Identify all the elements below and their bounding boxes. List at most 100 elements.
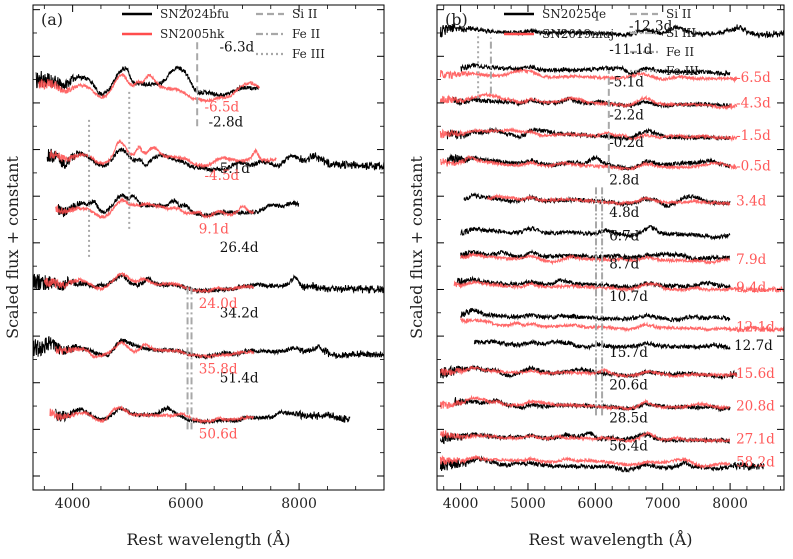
legend-entry: SN2024bfu — [160, 7, 229, 21]
epoch-label: 4.8d — [609, 205, 639, 221]
x-tick-label: 8000 — [281, 496, 317, 512]
epoch-label: 9.1d — [199, 222, 229, 238]
epoch-label: 12.1d — [736, 319, 775, 335]
epoch-label: 6.7d — [609, 229, 639, 245]
epoch-label: 15.7d — [609, 345, 648, 361]
epoch-label: 15.6d — [736, 366, 775, 382]
spectrum-SN2025qe--11.1d — [460, 62, 731, 77]
spectrum-SN2025qe--12.3d — [439, 23, 784, 39]
spectrum-SN2019muj--4.3d — [439, 91, 738, 111]
panel-b-frame — [436, 4, 785, 491]
legend-marker-entry: Si II — [666, 7, 692, 21]
spectrum-SN2025qe-6.7d — [460, 248, 731, 262]
panel-b-xlabel: Rest wavelength (Å) — [529, 529, 693, 549]
epoch-label: 56.4d — [609, 438, 648, 454]
spectrum-SN2025qe--5.1d — [453, 96, 731, 109]
panel-a-epoch-labels: -6.3d -2.8d 5.1d 26.4d 34.2d 51.4d -6.5d -4.5d 9… — [199, 40, 259, 443]
legend-marker-entry: Si II — [292, 7, 318, 21]
legend-marker-entry: Fe II — [666, 45, 694, 59]
epoch-label: 10.7d — [609, 289, 648, 305]
epoch-label: -5.1d — [609, 75, 644, 91]
panel-b-epoch-labels: -12.3d -11.1d -5.1d -2.2d -0.2d 2.8d 4.8d 6.7d 8… — [609, 19, 775, 471]
spectrum-SN2019muj-58.2d — [439, 454, 731, 470]
epoch-label: -2.2d — [609, 107, 644, 123]
spectrum-SN2019muj-27.1d — [439, 430, 731, 444]
panel-a-ticks: 4000 6000 8000 — [33, 5, 385, 512]
epoch-label: 7.9d — [736, 252, 766, 268]
x-tick-label: 4000 — [55, 496, 91, 512]
panel-b-label: (b) — [445, 10, 468, 29]
panel-b-spectra — [439, 23, 784, 474]
legend-entry: SN2019muj — [542, 27, 614, 41]
legend-marker-entry: Si III — [666, 26, 696, 40]
spectrum-SN2005hk-35.8d — [55, 340, 255, 359]
panel-a: 4000 6000 8000 (a) Rest wavelength (Å) Sca… — [3, 4, 385, 549]
spectrum-SN2025qe-28.5d — [439, 431, 730, 445]
panel-a-spectra — [33, 65, 384, 425]
panel-b-line-markers — [477, 32, 610, 416]
x-tick-label: 4000 — [443, 496, 479, 512]
legend-entry: SN2025qe — [542, 7, 606, 21]
spectrum-SN2024bfu--6.3d — [35, 65, 260, 98]
epoch-label: -0.5d — [736, 159, 771, 175]
spectrum-SN2025qe-8.7d — [456, 275, 731, 290]
epoch-label: 34.2d — [220, 306, 259, 322]
spectrum-SN2019muj--1.5d — [439, 127, 738, 143]
spectrum-SN2005hk-9.1d — [55, 197, 255, 220]
epoch-label: -11.1d — [609, 42, 653, 58]
spectrum-SN2005hk--6.5d — [38, 72, 260, 104]
epoch-label: 3.4d — [736, 194, 766, 210]
epoch-label: 5.1d — [220, 161, 250, 177]
epoch-label: -12.3d — [629, 19, 673, 35]
legend-marker-entry: Fe III — [666, 64, 699, 78]
epoch-label: 9.4d — [736, 280, 766, 296]
epoch-label: -0.2d — [609, 135, 644, 151]
spectrum-SN2025qe--0.2d — [446, 153, 731, 171]
panel-a-frame — [32, 4, 385, 491]
epoch-label: 20.8d — [736, 399, 775, 415]
spectrum-SN2019muj-9.4d — [453, 279, 784, 294]
spectrum-SN2019muj--0.5d — [439, 155, 738, 171]
panel-a-legend: SN2024bfu SN2005hk Si II Fe II Fe III — [122, 7, 325, 61]
epoch-label: 58.2d — [736, 455, 775, 471]
panel-b: 4000 5000 6000 7000 8000 (b) Rest wavelength… — [407, 4, 785, 549]
panel-a-ylabel: Scaled flux + constant — [3, 156, 22, 339]
epoch-label: 26.4d — [220, 240, 259, 256]
epoch-label: 51.4d — [220, 371, 259, 387]
panel-a-xlabel: Rest wavelength (Å) — [127, 529, 291, 549]
epoch-label: 50.6d — [199, 427, 238, 443]
spectrum-SN2024bfu-5.1d — [58, 192, 300, 219]
spectrum-SN2019muj-3.4d — [487, 193, 731, 207]
x-tick-label: 5000 — [510, 496, 546, 512]
epoch-label: -2.8d — [209, 114, 244, 130]
epoch-label: 24.0d — [199, 296, 238, 312]
spectrum-SN2019muj-12.1d — [460, 316, 784, 334]
spectrum-SN2005hk--4.5d — [49, 138, 277, 169]
spectrum-SN2019muj--6.5d — [439, 68, 738, 84]
spectrum-SN2024bfu--2.8d — [46, 147, 384, 174]
x-tick-label: 8000 — [712, 496, 748, 512]
panel-b-legend: SN2025qe SN2019muj Si II Si III Fe II Fe III — [504, 7, 699, 78]
epoch-label: -6.5d — [736, 70, 771, 86]
spectrum-SN2025qe--2.2d — [446, 126, 731, 142]
epoch-label: -1.5d — [736, 128, 771, 144]
epoch-label: 8.7d — [609, 257, 639, 273]
spectrum-SN2005hk-50.6d — [49, 405, 255, 425]
epoch-label: 20.6d — [609, 378, 648, 394]
x-tick-label: 7000 — [645, 496, 681, 512]
epoch-label: 2.8d — [609, 173, 639, 189]
x-tick-label: 6000 — [578, 496, 614, 512]
legend-marker-entry: Fe II — [292, 27, 320, 41]
epoch-label: 35.8d — [199, 361, 238, 377]
spectrum-SN2005hk-24.0d — [43, 272, 255, 294]
epoch-label: 27.1d — [736, 431, 775, 447]
x-tick-label: 6000 — [168, 496, 204, 512]
panel-b-ticks: 4000 5000 6000 7000 8000 — [437, 5, 784, 512]
spectrum-SN2025qe-10.7d — [460, 307, 731, 323]
legend-entry: SN2005hk — [160, 27, 225, 41]
spectrum-SN2025qe-56.4d — [439, 455, 765, 474]
panel-b-ylabel: Scaled flux + constant — [407, 156, 426, 339]
spectrum-SN2019muj-15.6d — [439, 365, 738, 379]
epoch-label: -6.5d — [205, 99, 240, 115]
